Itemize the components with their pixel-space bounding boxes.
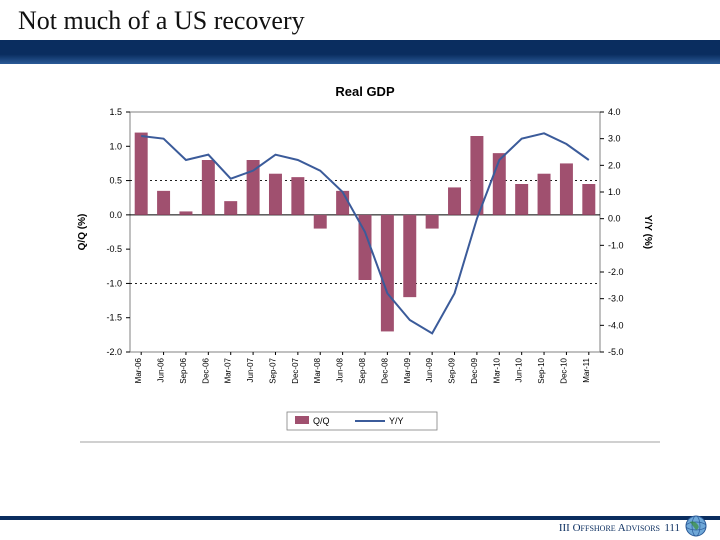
svg-text:Jun-09: Jun-09 — [425, 357, 434, 382]
svg-text:Jun-06: Jun-06 — [157, 357, 166, 382]
svg-text:Sep-07: Sep-07 — [268, 357, 277, 383]
legend-yy: Y/Y — [389, 416, 404, 426]
svg-text:Mar-07: Mar-07 — [224, 357, 233, 383]
svg-text:Dec-06: Dec-06 — [201, 357, 210, 383]
left-axis-label: Q/Q (%) — [77, 214, 88, 251]
svg-text:1.0: 1.0 — [109, 141, 122, 151]
svg-text:Jun-07: Jun-07 — [246, 357, 255, 382]
bar — [224, 201, 237, 215]
bar — [269, 174, 282, 215]
svg-text:-2.0: -2.0 — [608, 267, 624, 277]
bar — [515, 184, 528, 215]
svg-text:Dec-08: Dec-08 — [380, 357, 389, 383]
bar — [582, 184, 595, 215]
svg-text:Jun-08: Jun-08 — [336, 357, 345, 382]
header-bar — [0, 40, 720, 64]
svg-text:Sep-08: Sep-08 — [358, 357, 367, 383]
bar — [157, 191, 170, 215]
svg-text:-2.0: -2.0 — [106, 347, 122, 357]
svg-text:Mar-09: Mar-09 — [403, 357, 412, 383]
slide-title: Not much of a US recovery — [18, 6, 305, 36]
svg-text:0.0: 0.0 — [109, 210, 122, 220]
legend-qq: Q/Q — [313, 416, 330, 426]
svg-text:2.0: 2.0 — [608, 160, 621, 170]
footer-bar — [0, 516, 720, 520]
svg-text:-3.0: -3.0 — [608, 294, 624, 304]
bar — [403, 215, 416, 297]
svg-text:-1.0: -1.0 — [106, 278, 122, 288]
chart-title: Real GDP — [335, 84, 395, 99]
bar — [179, 211, 192, 214]
svg-text:0.5: 0.5 — [109, 176, 122, 186]
svg-text:Dec-07: Dec-07 — [291, 357, 300, 383]
bar — [291, 177, 304, 215]
svg-text:Sep-06: Sep-06 — [179, 357, 188, 383]
svg-text:Mar-06: Mar-06 — [134, 357, 143, 383]
svg-text:Mar-10: Mar-10 — [492, 357, 501, 383]
bar — [202, 160, 215, 215]
chart-svg: Real GDP -2.0 -1.5 -1.0 -0.5 0.0 0.5 1.0 1.5 Q/Q … — [0, 72, 720, 492]
gdp-chart: Real GDP -2.0 -1.5 -1.0 -0.5 0.0 0.5 1.0 1.5 Q/Q … — [0, 72, 720, 492]
svg-text:0.0: 0.0 — [608, 214, 621, 224]
footer-brand: III Offshore Advisors — [559, 522, 660, 534]
svg-text:-5.0: -5.0 — [608, 347, 624, 357]
svg-text:-1.0: -1.0 — [608, 240, 624, 250]
bar — [560, 163, 573, 214]
bar — [314, 215, 327, 229]
bar — [336, 191, 349, 215]
svg-text:1.5: 1.5 — [109, 107, 122, 117]
svg-text:-1.5: -1.5 — [106, 313, 122, 323]
bar — [470, 136, 483, 215]
svg-text:3.0: 3.0 — [608, 134, 621, 144]
bar — [426, 215, 439, 229]
svg-text:1.0: 1.0 — [608, 187, 621, 197]
bar — [381, 215, 394, 332]
svg-text:-4.0: -4.0 — [608, 320, 624, 330]
svg-text:Dec-10: Dec-10 — [559, 357, 568, 383]
globe-icon — [684, 514, 708, 538]
svg-text:Dec-09: Dec-09 — [470, 357, 479, 383]
svg-text:Mar-08: Mar-08 — [313, 357, 322, 383]
bar — [135, 133, 148, 215]
svg-text:Mar-11: Mar-11 — [582, 357, 591, 382]
right-axis-label: Y/Y (%) — [642, 215, 653, 249]
svg-text:4.0: 4.0 — [608, 107, 621, 117]
svg-text:Sep-10: Sep-10 — [537, 357, 546, 383]
page-number: 111 — [664, 522, 680, 534]
bar — [538, 174, 551, 215]
svg-text:-0.5: -0.5 — [106, 244, 122, 254]
bar — [448, 187, 461, 214]
svg-text:Sep-09: Sep-09 — [448, 357, 457, 383]
svg-text:Jun-10: Jun-10 — [515, 357, 524, 382]
